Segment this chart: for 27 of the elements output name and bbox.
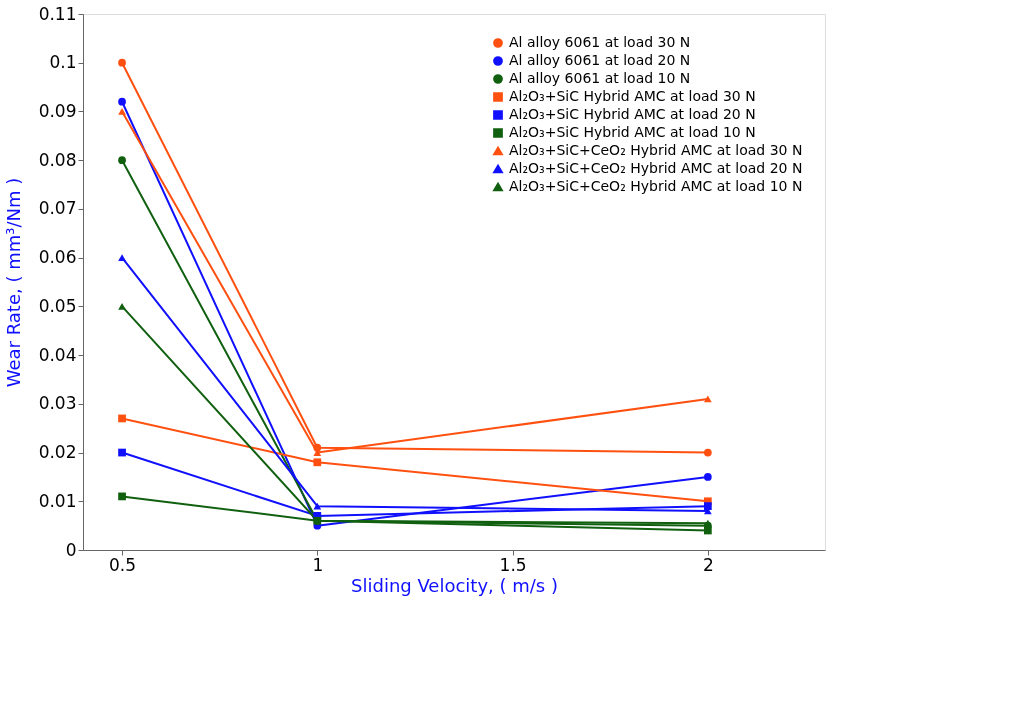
x-tick-label: 2 — [702, 554, 714, 575]
x-axis-title: Sliding Velocity, ( m/s ) — [351, 574, 558, 596]
y-tick-label: 0.02 — [38, 442, 77, 463]
y-tick-label: 0.06 — [38, 247, 77, 268]
x-tick-label: 0.5 — [109, 554, 137, 575]
legend-label: Al₂O₃+SiC Hybrid AMC at load 20 N — [509, 106, 756, 122]
y-tick-label: 0.01 — [38, 490, 77, 511]
legend-label: Al alloy 6061 at load 30 N — [509, 34, 691, 50]
legend-label: Al₂O₃+SiC+CeO₂ Hybrid AMC at load 30 N — [509, 142, 803, 158]
legend-label: Al₂O₃+SiC+CeO₂ Hybrid AMC at load 10 N — [509, 178, 803, 194]
y-tick-label: 0 — [65, 539, 77, 560]
legend-label: Al alloy 6061 at load 10 N — [509, 70, 691, 86]
y-tick-label: 0.07 — [38, 198, 77, 219]
y-tick-label: 0.04 — [38, 344, 77, 365]
legend-label: Al₂O₃+SiC Hybrid AMC at load 10 N — [509, 124, 756, 140]
legend-label: Al₂O₃+SiC Hybrid AMC at load 30 N — [509, 88, 756, 104]
y-tick-label: 0.08 — [38, 149, 77, 170]
legend-label: Al alloy 6061 at load 20 N — [509, 52, 691, 68]
legend-label: Al₂O₃+SiC+CeO₂ Hybrid AMC at load 20 N — [509, 160, 803, 176]
x-tick-label: 1 — [312, 554, 324, 575]
y-axis-title: Wear Rate, ( mm³/Nm ) — [2, 177, 24, 388]
y-tick-label: 0.03 — [38, 393, 77, 414]
y-tick-label: 0.1 — [49, 52, 77, 73]
y-tick-label: 0.05 — [38, 295, 77, 316]
y-tick-label: 0.11 — [38, 3, 77, 24]
x-tick-label: 1.5 — [499, 554, 527, 575]
y-tick-label: 0.09 — [38, 100, 77, 121]
